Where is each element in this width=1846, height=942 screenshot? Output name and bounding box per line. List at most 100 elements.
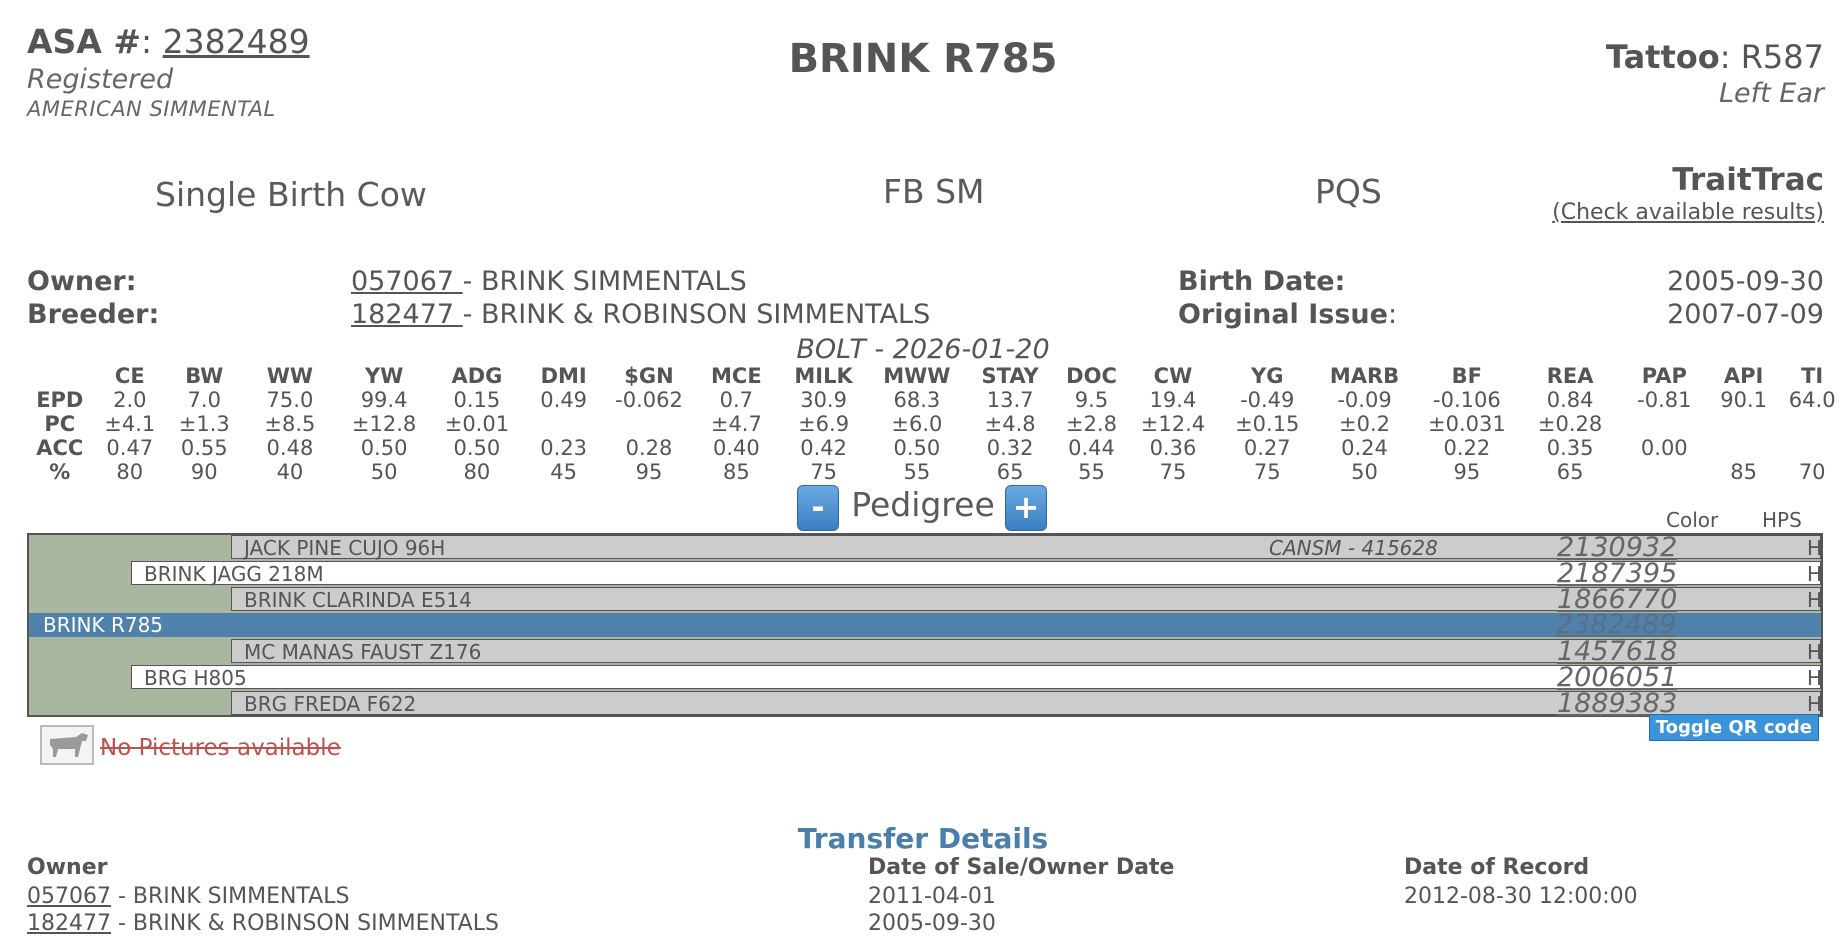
epd-cell: -0.062 — [615, 388, 683, 412]
transfer-owner-id-link[interactable]: 057067 — [27, 884, 111, 909]
tattoo-label: Tattoo — [1605, 38, 1720, 76]
asa-number-link[interactable]: 2382489 — [162, 22, 310, 61]
transfer-record-date: 2012-08-30 12:00:00 — [1404, 884, 1638, 909]
pedigree-name: MC MANAS FAUST Z176 — [244, 640, 482, 664]
registration-status: Registered — [27, 64, 174, 95]
epd-cell — [1620, 460, 1709, 484]
pedigree-reg-link[interactable]: 2006051 — [1557, 662, 1678, 693]
epd-cell: 13.7 — [986, 388, 1034, 412]
epd-col-adg: ADG — [451, 364, 503, 388]
epd-cell: 75.0 — [266, 388, 314, 412]
tattoo-line: Tattoo: R587 — [1605, 38, 1824, 76]
pedigree-name: BRINK JAGG 218M — [144, 562, 324, 586]
original-issue-line: Original Issue: — [1178, 299, 1398, 330]
epd-col-yg: YG — [1251, 364, 1284, 388]
epd-cell: 0.22 — [1443, 436, 1491, 460]
breeder-id-link[interactable]: 182477 — [351, 299, 463, 330]
breed-code: FB SM — [883, 172, 985, 211]
epd-col-ww: WW — [266, 364, 314, 388]
epd-cell: 7.0 — [187, 388, 221, 412]
epd-cell: 90 — [190, 460, 218, 484]
epd-cell: 30.9 — [800, 388, 847, 412]
epd-cell: 50 — [1351, 460, 1378, 484]
epd-col-ce: CE — [114, 364, 145, 388]
epd-col-milk: MILK — [794, 364, 853, 388]
epd-cell — [1778, 436, 1846, 460]
epd-cell: ±2.8 — [1066, 412, 1117, 436]
epd-cell: ±4.7 — [710, 412, 762, 436]
transfer-owner-cell: 057067 - BRINK SIMMENTALS — [27, 884, 349, 909]
epd-cell: 55 — [1078, 460, 1105, 484]
pedigree-reg-link[interactable]: 2187395 — [1557, 558, 1678, 589]
epd-cell: 40 — [276, 460, 304, 484]
pedigree-reg-link[interactable]: 1457618 — [1557, 636, 1678, 667]
epd-cell: ±0.01 — [444, 412, 510, 436]
pedigree-tree: JACK PINE CUJO 96H CANSM - 415628 213093… — [27, 533, 1823, 717]
epd-cell: -0.106 — [1433, 388, 1501, 412]
epd-cell: 0.47 — [106, 436, 154, 460]
epd-cell: 0.15 — [453, 388, 501, 412]
epd-col-bf: BF — [1451, 364, 1483, 388]
pedigree-reg-link[interactable]: 2382489 — [1556, 609, 1677, 640]
pedigree-row-dam: BRG H805 2006051 H — [131, 662, 1822, 693]
breeder-label: Breeder: — [27, 299, 160, 330]
epd-cell — [1778, 412, 1846, 436]
toggle-qr-button[interactable]: Toggle QR code — [1648, 714, 1819, 741]
pedigree-reg-link[interactable]: 1889383 — [1557, 688, 1678, 719]
transfer-owner-name: - BRINK & ROBINSON SIMMENTALS — [110, 911, 499, 936]
pedigree-collapse-button[interactable]: - — [797, 485, 839, 531]
epd-cell: ±1.3 — [178, 412, 230, 436]
epd-cell: 0.49 — [540, 388, 588, 412]
birth-type: Single Birth Cow — [155, 175, 427, 214]
epd-cell: 68.3 — [893, 388, 941, 412]
epd-col-gn: $GN — [624, 364, 674, 388]
epd-col-marb: MARB — [1329, 364, 1400, 388]
transfer-details-title: Transfer Details — [797, 822, 1049, 855]
epd-cell: 0.50 — [893, 436, 941, 460]
epd-row-pct: % 80 90 40 50 80 45 95 85 75 55 65 55 75 75 50 95 65 85 70 — [27, 460, 1846, 484]
traittrac-check-link[interactable]: (Check available results) — [1552, 200, 1824, 225]
transfer-sale-date-header: Date of Sale/Owner Date — [868, 855, 1175, 880]
pedigree-reg-link[interactable]: 2130932 — [1557, 532, 1678, 563]
tattoo-location: Left Ear — [1718, 78, 1824, 109]
epd-cell: -0.81 — [1637, 388, 1692, 412]
pedigree-hps: H — [1807, 562, 1823, 586]
owner-id-link[interactable]: 057067 — [351, 266, 463, 297]
pedigree-hps: H — [1807, 692, 1823, 716]
pedigree-expand-button[interactable]: + — [1005, 485, 1047, 531]
epd-cell: ±0.15 — [1235, 412, 1300, 436]
epd-cell: ±6.9 — [798, 412, 850, 436]
page-title: BRINK R785 — [788, 36, 1058, 82]
epd-cell: ±0.28 — [1537, 412, 1603, 436]
epd-cell: 0.27 — [1243, 436, 1291, 460]
epd-cell — [1620, 412, 1709, 436]
original-issue-value: 2007-07-09 — [1667, 299, 1824, 330]
epd-cell: 75 — [810, 460, 837, 484]
epd-cell: ±12.4 — [1140, 412, 1206, 436]
epd-cell: ±4.1 — [104, 412, 156, 436]
epd-cell: 50 — [370, 460, 398, 484]
pedigree-reg-link[interactable]: 1866770 — [1557, 584, 1678, 615]
transfer-owner-name: - BRINK SIMMENTALS — [110, 884, 350, 909]
original-issue-label: Original Issue — [1178, 299, 1388, 330]
epd-cell: ±0.031 — [1428, 412, 1506, 436]
owner-label: Owner: — [27, 266, 137, 297]
epd-cell: 45 — [550, 460, 578, 484]
transfer-owner-id-link[interactable]: 182477 — [27, 911, 111, 936]
asa-number-line: ASA #: 2382489 — [27, 22, 310, 61]
epd-col-pap: PAP — [1641, 364, 1687, 388]
epd-row-acc: ACC 0.47 0.55 0.48 0.50 0.50 0.23 0.28 0.40 0.42 0… — [27, 436, 1846, 460]
epd-cell: 80 — [463, 460, 491, 484]
pedigree-row-sire: BRINK JAGG 218M 2187395 H — [131, 558, 1823, 589]
pedigree-row-sire-dam: BRINK CLARINDA E514 1866770 H — [231, 584, 1823, 615]
epd-cell: 0.44 — [1068, 436, 1115, 460]
pedigree-hps: H — [1807, 588, 1823, 612]
epd-cell: 0.48 — [266, 436, 314, 460]
breeder-name: - BRINK & ROBINSON SIMMENTALS — [462, 299, 931, 330]
cow-icon — [40, 725, 94, 765]
pedigree-external-id: CANSM - 415628 — [1269, 536, 1438, 560]
pedigree-title: Pedigree — [851, 485, 995, 524]
epd-cell: 0.32 — [986, 436, 1034, 460]
hps-column-header: HPS — [1762, 508, 1802, 532]
